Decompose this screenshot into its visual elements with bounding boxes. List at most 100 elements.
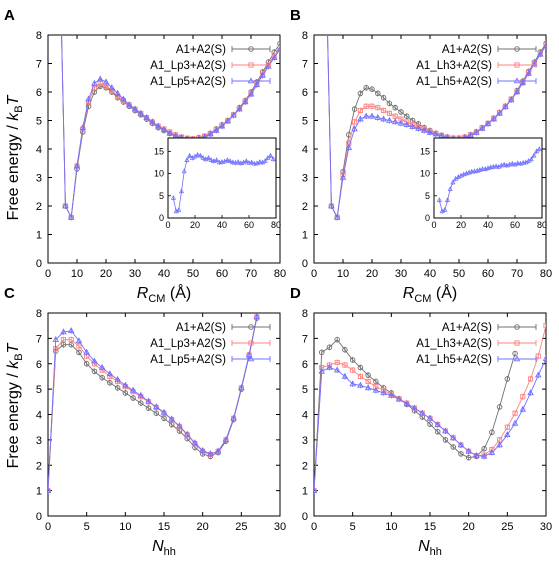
data-point <box>357 90 364 97</box>
inset-frame <box>167 137 277 219</box>
x-axis-label: RCM (Å) <box>137 283 191 305</box>
y-tick-label: 2 <box>302 201 308 213</box>
x-tick-label: 40 <box>424 268 436 280</box>
data-point <box>374 114 382 120</box>
data-point <box>222 436 230 443</box>
legend: A1+A2(S) A1_Lh3+A2(S) A1_Lh5+A2(S) <box>416 322 537 366</box>
inset-data-point <box>490 163 496 169</box>
data-point <box>60 337 67 343</box>
data-point <box>154 122 162 129</box>
y-tick-label: 2 <box>36 201 42 213</box>
data-point <box>191 439 199 446</box>
data-point <box>168 415 175 422</box>
data-point <box>386 110 392 116</box>
series-2 <box>327 35 546 221</box>
y-tick-label: 2 <box>302 460 308 472</box>
data-point <box>276 45 280 52</box>
data-point <box>363 103 369 109</box>
data-point <box>512 350 518 357</box>
data-point <box>137 391 145 398</box>
legend-label: A1_Lh3+A2(S) <box>416 338 492 350</box>
data-point <box>342 362 348 368</box>
data-point <box>339 173 347 180</box>
series-line <box>48 316 258 491</box>
data-point <box>224 117 232 124</box>
legend-marker <box>247 355 255 362</box>
data-point <box>365 372 371 378</box>
data-point <box>403 121 411 128</box>
x-tick-label: 80 <box>274 268 286 280</box>
data-point <box>122 390 129 396</box>
inset-data-point <box>442 207 448 212</box>
panel-letter-a: A <box>4 7 15 24</box>
inset-data-point <box>249 159 255 165</box>
data-point <box>160 125 168 132</box>
inset-chart: 0 20 40 60 80 0 5 10 15 <box>420 137 547 230</box>
data-point <box>83 361 90 367</box>
data-point <box>473 128 480 135</box>
inset-x-tick-label: 80 <box>537 220 547 230</box>
y-tick-label: 3 <box>36 435 42 447</box>
inset-data-point <box>200 155 206 160</box>
x-tick-label: 20 <box>100 268 112 280</box>
panel-letter-c: C <box>4 285 15 302</box>
legend-label: A1_Lp5+A2(S) <box>150 76 226 88</box>
data-point <box>504 376 511 382</box>
data-point <box>107 380 113 386</box>
y-tick-label: 3 <box>36 173 42 185</box>
y-tick-label: 4 <box>36 144 42 156</box>
inset-y-tick-label: 10 <box>420 169 430 179</box>
inset-data-point <box>246 159 252 165</box>
legend-marker <box>248 46 254 52</box>
data-point <box>328 202 335 209</box>
x-tick-label: 10 <box>71 268 83 280</box>
data-point <box>512 410 518 416</box>
data-point <box>543 42 546 48</box>
data-point <box>465 447 472 454</box>
legend-marker <box>514 62 520 68</box>
data-point <box>380 389 387 396</box>
inset-data-point <box>270 156 276 162</box>
series-group <box>48 313 261 494</box>
data-point <box>253 81 261 88</box>
y-tick-label: 6 <box>36 359 42 371</box>
inset-data-point <box>230 159 236 165</box>
legend-marker <box>247 77 255 84</box>
data-point <box>369 86 375 92</box>
x-tick-label: 25 <box>235 521 247 533</box>
data-point <box>131 105 139 112</box>
data-point <box>67 213 75 220</box>
data-point <box>333 366 341 373</box>
inset-data-point <box>178 188 185 194</box>
data-point <box>207 450 214 457</box>
x-tick-label: 25 <box>501 521 513 533</box>
data-point <box>114 375 121 382</box>
data-point <box>314 486 318 493</box>
inset-x-tick-label: 80 <box>271 220 281 230</box>
data-point <box>403 400 411 407</box>
series-group <box>327 35 546 221</box>
inset-data-point <box>216 159 222 165</box>
data-point <box>484 120 492 127</box>
data-point <box>326 363 333 370</box>
data-point <box>434 421 441 427</box>
x-tick-label: 40 <box>158 268 170 280</box>
data-point <box>85 95 92 102</box>
y-tick-label: 6 <box>302 87 308 99</box>
inset-data-point <box>197 152 203 158</box>
legend-marker <box>248 62 254 68</box>
inset-data-point <box>184 157 190 162</box>
data-point <box>99 374 105 381</box>
x-tick-label: 15 <box>424 521 436 533</box>
data-point <box>357 115 364 122</box>
data-point <box>334 359 340 366</box>
inset-data-point <box>534 148 540 154</box>
y-tick-label: 8 <box>302 30 308 42</box>
data-point <box>183 430 191 437</box>
inset-x-tick-label: 20 <box>456 220 466 230</box>
data-point <box>419 409 426 416</box>
data-point <box>364 384 372 391</box>
